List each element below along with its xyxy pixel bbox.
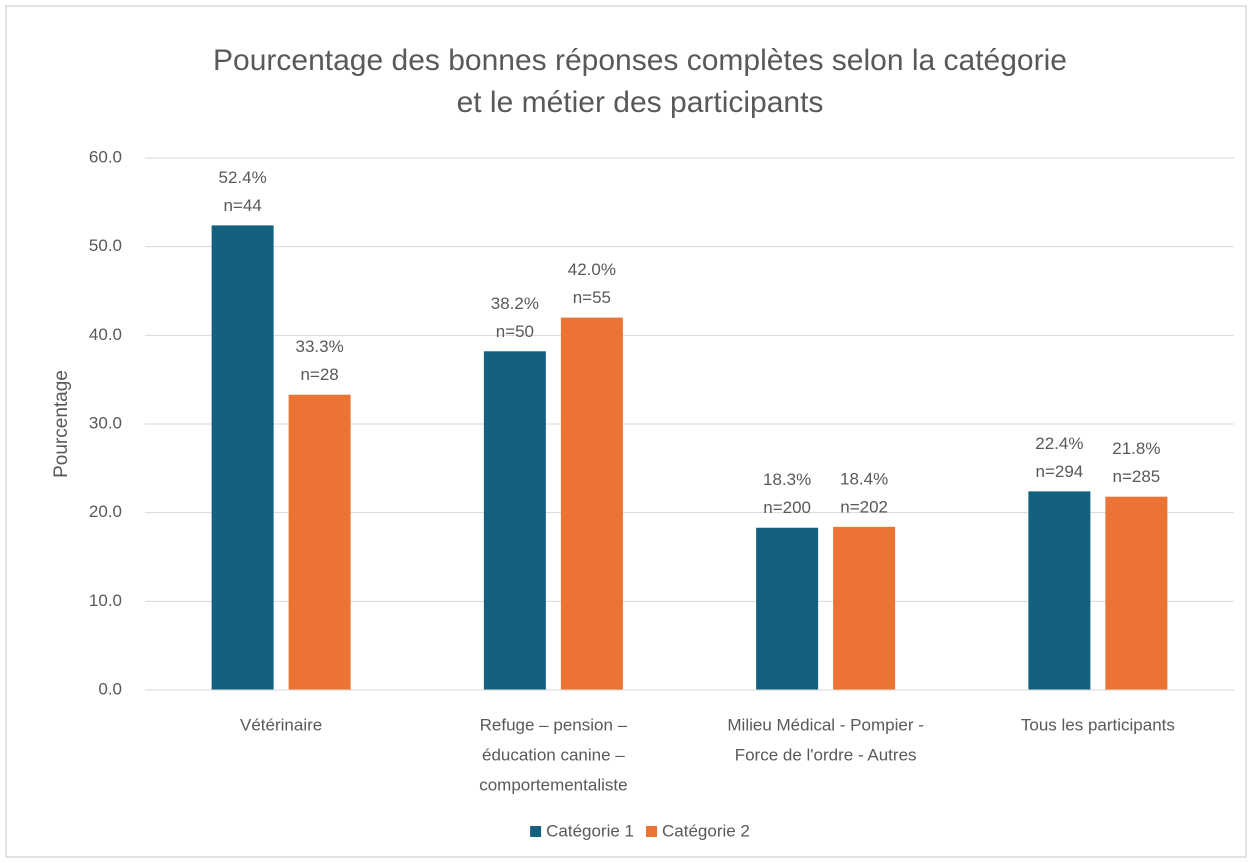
bar <box>483 351 546 690</box>
bar <box>560 317 623 690</box>
data-label: n=294 <box>1036 462 1084 481</box>
x-tick-label: Tous les participants <box>1021 715 1175 734</box>
x-tick-label: Milieu Médical - Pompier - <box>727 715 924 734</box>
y-tick-label: 50.0 <box>89 236 122 255</box>
data-label: 21.8% <box>1112 439 1160 458</box>
y-axis-label: Pourcentage <box>51 370 72 478</box>
data-label: n=44 <box>223 196 261 215</box>
legend-label: Catégorie 1 <box>546 821 634 840</box>
bar <box>288 394 351 690</box>
y-tick-label: 40.0 <box>89 325 122 344</box>
data-label: 38.2% <box>491 294 539 313</box>
data-label: n=50 <box>496 322 534 341</box>
bar <box>833 526 896 690</box>
data-label: 42.0% <box>568 260 616 279</box>
bar <box>1028 491 1091 690</box>
x-tick-label: éducation canine – <box>482 745 625 764</box>
legend-label: Catégorie 2 <box>662 821 750 840</box>
y-tick-label: 0.0 <box>98 679 122 698</box>
bar <box>211 225 274 691</box>
y-tick-label: 10.0 <box>89 591 122 610</box>
x-tick-label: comportementaliste <box>479 775 627 794</box>
chart-title: et le métier des participants <box>457 86 824 119</box>
x-tick-label: Refuge – pension – <box>480 715 628 734</box>
data-label: n=285 <box>1113 467 1161 486</box>
data-label: 52.4% <box>219 168 267 187</box>
legend-swatch <box>646 826 657 837</box>
bar <box>756 527 819 690</box>
legend-swatch <box>530 826 542 837</box>
y-tick-label: 60.0 <box>89 147 122 166</box>
data-label: 18.4% <box>840 469 888 488</box>
x-tick-label: Force de l'ordre - Autres <box>735 745 917 764</box>
bar <box>1105 496 1168 690</box>
data-label: 33.3% <box>296 337 344 356</box>
data-label: n=55 <box>573 288 611 307</box>
data-label: n=28 <box>300 365 338 384</box>
y-tick-label: 20.0 <box>89 502 122 521</box>
x-tick-label: Vétérinaire <box>240 715 322 734</box>
data-label: n=202 <box>840 497 888 516</box>
data-label: 18.3% <box>763 470 811 489</box>
chart-title: Pourcentage des bonnes réponses complète… <box>213 44 1067 77</box>
y-tick-label: 30.0 <box>89 413 122 432</box>
data-label: 22.4% <box>1035 434 1083 453</box>
data-label: n=200 <box>763 498 811 517</box>
